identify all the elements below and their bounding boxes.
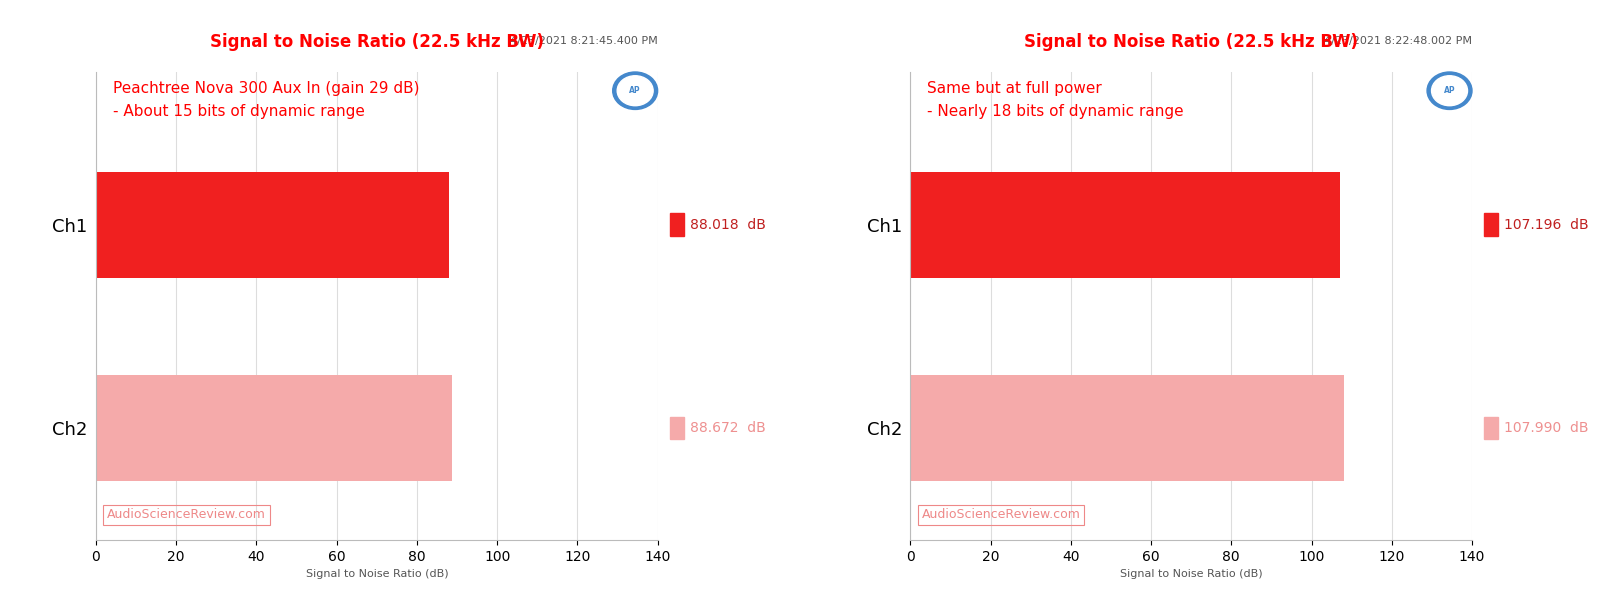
Circle shape [1427, 72, 1472, 109]
Circle shape [1432, 76, 1467, 106]
Bar [1485, 214, 1498, 236]
Text: 88.672  dB: 88.672 dB [690, 421, 765, 435]
Circle shape [613, 72, 658, 109]
Text: 88.018  dB: 88.018 dB [690, 218, 766, 232]
Bar [1485, 417, 1498, 439]
Bar [910, 172, 1341, 278]
Title: Signal to Noise Ratio (22.5 kHz BW): Signal to Noise Ratio (22.5 kHz BW) [1024, 33, 1358, 51]
Text: 4/23/2021 8:22:48.002 PM: 4/23/2021 8:22:48.002 PM [1325, 36, 1472, 46]
Bar [670, 214, 683, 236]
Bar [96, 375, 451, 481]
X-axis label: Signal to Noise Ratio (dB): Signal to Noise Ratio (dB) [306, 569, 448, 579]
Text: 107.990  dB: 107.990 dB [1504, 421, 1589, 435]
Text: 4/23/2021 8:21:45.400 PM: 4/23/2021 8:21:45.400 PM [510, 36, 658, 46]
Bar [670, 417, 683, 439]
Bar [910, 375, 1344, 481]
Text: Peachtree Nova 300 Aux In (gain 29 dB)
- About 15 bits of dynamic range: Peachtree Nova 300 Aux In (gain 29 dB) -… [114, 82, 419, 119]
Text: Same but at full power
- Nearly 18 bits of dynamic range: Same but at full power - Nearly 18 bits … [928, 82, 1184, 119]
Title: Signal to Noise Ratio (22.5 kHz BW): Signal to Noise Ratio (22.5 kHz BW) [210, 33, 544, 51]
Text: AudioScienceReview.com: AudioScienceReview.com [107, 508, 266, 521]
Text: AP: AP [629, 86, 642, 95]
Text: AP: AP [1443, 86, 1456, 95]
Circle shape [618, 76, 653, 106]
Bar [96, 172, 450, 278]
Text: AudioScienceReview.com: AudioScienceReview.com [922, 508, 1080, 521]
Text: 107.196  dB: 107.196 dB [1504, 218, 1589, 232]
X-axis label: Signal to Noise Ratio (dB): Signal to Noise Ratio (dB) [1120, 569, 1262, 579]
